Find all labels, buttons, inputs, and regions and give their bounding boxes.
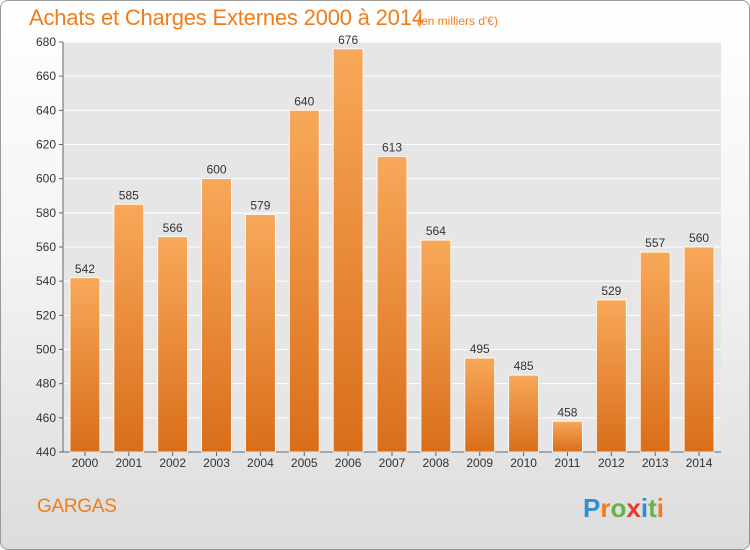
x-tick-label: 2001 <box>115 456 142 470</box>
x-tick-label: 2002 <box>159 456 186 470</box>
x-tick-label: 2014 <box>686 456 713 470</box>
value-label: 458 <box>557 405 577 419</box>
bar <box>332 48 364 453</box>
value-label: 557 <box>645 236 665 250</box>
bar <box>639 251 671 453</box>
x-tick-label: 2003 <box>203 456 230 470</box>
value-label: 529 <box>601 284 621 298</box>
value-label: 579 <box>250 199 270 213</box>
x-tick-label: 2006 <box>335 456 362 470</box>
chart-title: Achats et Charges Externes 2000 à 2014 <box>29 5 424 30</box>
value-label: 560 <box>689 231 709 245</box>
y-tick-label: 440 <box>36 445 56 459</box>
bar <box>464 357 496 453</box>
value-label: 495 <box>470 342 490 356</box>
bar <box>508 374 539 453</box>
y-tick-label: 600 <box>36 172 56 186</box>
svg-text:Proxiti: Proxiti <box>583 493 664 523</box>
y-tick-label: 560 <box>36 240 56 254</box>
y-tick-label: 680 <box>36 35 56 49</box>
bar <box>420 239 452 453</box>
x-tick-label: 2008 <box>423 456 450 470</box>
y-tick-label: 620 <box>36 138 56 152</box>
value-label: 640 <box>294 94 314 108</box>
value-label: 566 <box>163 221 183 235</box>
y-tick-label: 640 <box>36 103 56 117</box>
x-tick-label: 2005 <box>291 456 318 470</box>
bar <box>552 420 583 453</box>
y-tick-label: 580 <box>36 206 56 220</box>
bar <box>157 236 188 453</box>
y-tick-label: 460 <box>36 411 56 425</box>
bar <box>596 299 627 453</box>
bar <box>288 109 320 453</box>
bar <box>376 156 408 453</box>
y-tick-label: 520 <box>36 308 56 322</box>
x-tick-label: 2004 <box>247 456 274 470</box>
value-label: 676 <box>338 33 358 47</box>
commune-name: GARGAS <box>37 496 117 517</box>
bar <box>245 214 276 453</box>
bar <box>113 203 145 453</box>
value-label: 485 <box>514 359 534 373</box>
x-tick-label: 2007 <box>379 456 406 470</box>
y-tick-label: 540 <box>36 274 56 288</box>
bar <box>683 246 715 453</box>
x-tick-label: 2012 <box>598 456 625 470</box>
x-tick-label: 2010 <box>510 456 537 470</box>
value-label: 542 <box>75 262 95 276</box>
proxiti-logo: Proxiti <box>583 493 664 523</box>
x-tick-label: 2009 <box>466 456 493 470</box>
x-tick-label: 2000 <box>72 456 99 470</box>
bar <box>201 178 232 453</box>
y-tick-label: 480 <box>36 377 56 391</box>
value-label: 585 <box>119 188 139 202</box>
value-label: 600 <box>207 163 227 177</box>
y-tick-label: 660 <box>36 69 56 83</box>
value-label: 564 <box>426 224 446 238</box>
y-tick-label: 500 <box>36 343 56 357</box>
chart-subtitle: (en milliers d'€) <box>417 14 498 28</box>
x-tick-label: 2011 <box>555 456 581 470</box>
bar <box>69 277 101 453</box>
x-tick-label: 2013 <box>642 456 669 470</box>
value-label: 613 <box>382 140 402 154</box>
